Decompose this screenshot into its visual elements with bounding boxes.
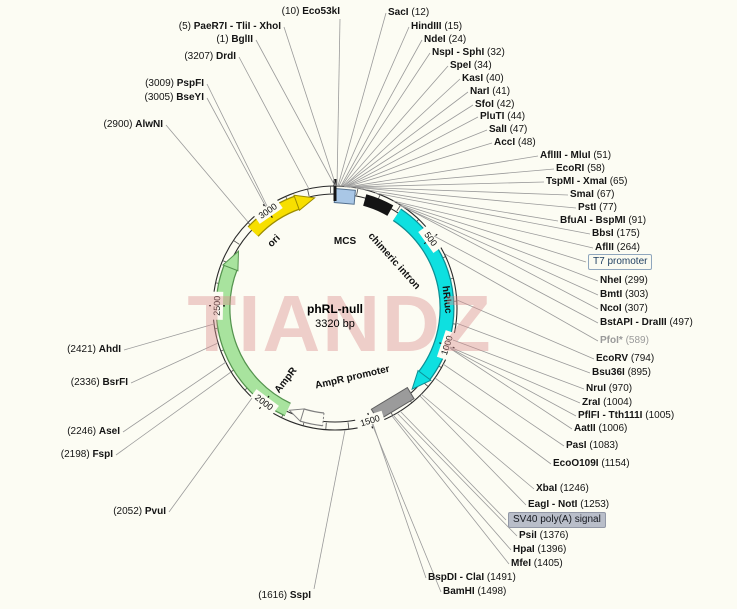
ampr-label: AmpR [273,365,300,396]
site-label[interactable]: HpaI (1396) [513,544,567,555]
site-label[interactable]: (2900) AlwNI [103,119,163,130]
site-label[interactable]: (10) Eco53kI [281,6,340,17]
callout-lines [115,12,599,593]
plasmid-name: phRL-null [307,302,363,316]
site-label[interactable]: SpeI (34) [450,60,492,71]
t7-promoter-tag[interactable]: T7 promoter [588,254,653,270]
site-label[interactable]: PasI (1083) [566,440,619,451]
site-label[interactable]: PsiI (1376) [519,530,569,541]
site-label[interactable]: AflIII - MluI (51) [540,150,612,161]
site-label[interactable]: BstAPI - DraIII (497) [600,317,693,328]
mcs-feature-box[interactable] [333,188,356,205]
plasmid-size: 3320 bp [315,318,355,330]
site-label[interactable]: BbsI (175) [592,228,640,239]
site-label[interactable]: HindIII (15) [411,21,463,32]
site-label[interactable]: ZraI (1004) [582,397,633,408]
site-label[interactable]: BmtI (303) [600,289,649,300]
site-label[interactable]: MfeI (1405) [511,558,563,569]
mcs-label: MCS [334,236,357,247]
site-label[interactable]: TspMI - XmaI (65) [546,176,628,187]
site-label[interactable]: (2246) AseI [67,426,120,437]
site-label[interactable]: BspDI - ClaI (1491) [428,572,516,583]
site-label[interactable]: BamHI (1498) [443,586,507,597]
hrluc-label: hRluc [440,285,454,314]
site-label[interactable]: AatII (1006) [574,423,628,434]
site-label[interactable]: PflFI - Tth111I (1005) [578,410,675,421]
site-label[interactable]: XbaI (1246) [536,483,589,494]
site-label[interactable]: NdeI (24) [424,34,467,45]
site-label[interactable]: (3005) BseYI [144,92,204,103]
scale-2500: 2500 [212,296,222,316]
site-label[interactable]: SfoI (42) [475,99,515,110]
ampr-promoter-feature-arrow[interactable] [288,408,325,427]
site-label[interactable]: (1) BglII [216,34,253,45]
site-label[interactable]: KasI (40) [462,73,504,84]
chimeric-intron-label: chimeric intron [366,231,423,292]
site-label[interactable]: (3207) DrdI [184,51,236,62]
site-label[interactable]: Bsu36I (895) [592,367,651,378]
site-label[interactable]: NcoI (307) [600,303,648,314]
sv40-polya-tag[interactable]: SV40 poly(A) signal [508,512,606,528]
site-label[interactable]: PstI (77) [578,202,617,213]
site-label[interactable]: (2052) PvuI [113,506,166,517]
site-label[interactable]: EcoO109I (1154) [553,458,630,469]
site-label[interactable]: (2198) FspI [60,449,113,460]
site-label[interactable]: NspI - SphI (32) [432,47,505,58]
site-label[interactable]: BfuAI - BspMI (91) [560,215,647,226]
site-label[interactable]: PluTI (44) [480,111,526,122]
site-label[interactable]: (5) PaeR7I - TliI - XhoI [178,21,281,32]
ampr-promoter-label: AmpR promoter [314,364,391,392]
site-label[interactable]: EcoRI (58) [556,163,605,174]
site-label[interactable]: SalI (47) [489,124,528,135]
site-label-blocked[interactable]: PfoI* (589) [600,335,649,346]
hrluc-feature-arrow[interactable] [392,208,455,391]
chimeric-intron-feature[interactable] [363,194,394,216]
site-label[interactable]: AflII (264) [595,242,641,253]
ori-feature-arrow[interactable] [247,194,316,237]
site-label[interactable]: SacI (12) [388,7,430,18]
site-label[interactable]: NruI (970) [586,383,633,394]
site-label[interactable]: (2336) BsrFI [70,377,128,388]
site-label[interactable]: AccI (48) [494,137,536,148]
site-label[interactable]: (2421) AhdI [67,344,121,355]
site-label[interactable]: (1616) SspI [258,590,311,601]
site-label[interactable]: EagI - NotI (1253) [528,499,610,510]
site-label[interactable]: NheI (299) [600,275,648,286]
site-label[interactable]: NarI (41) [470,86,511,97]
site-label[interactable]: SmaI (67) [570,189,615,200]
ori-label: ori [266,233,283,250]
site-label[interactable]: EcoRV (794) [596,353,655,364]
site-label[interactable]: (3009) PspFI [145,78,204,89]
